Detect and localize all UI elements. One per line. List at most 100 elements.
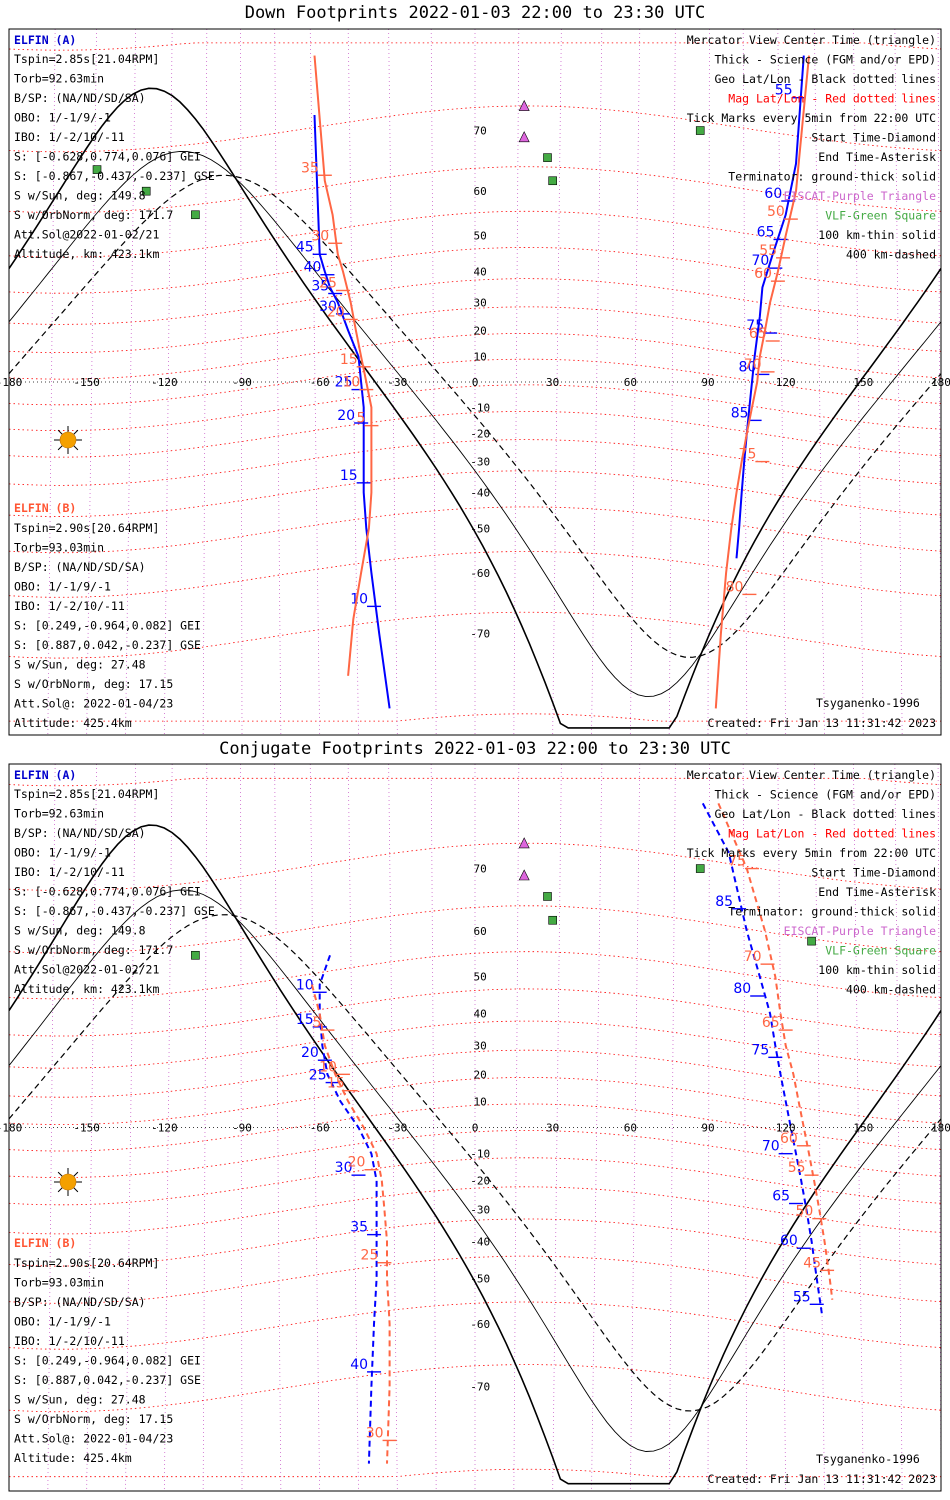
mag-lat-line xyxy=(9,1077,941,1125)
geo-lon-line xyxy=(552,29,562,735)
elfin-b-info-line: S w/Sun, deg: 27.48 xyxy=(14,1393,146,1407)
geo-lon-line xyxy=(86,29,97,735)
time-tick-label: 70 xyxy=(744,949,762,965)
lon-tick-label: -30 xyxy=(387,376,407,389)
time-tick-label: 10 xyxy=(342,375,360,391)
trajectory-elfin-b-east xyxy=(714,55,810,709)
trajectory-elfin-b-east xyxy=(717,803,834,1300)
mag-lat-line xyxy=(9,470,941,518)
geo-lon-line xyxy=(707,29,710,735)
time-tick-label: 20 xyxy=(301,1045,319,1061)
time-tick-label: 60 xyxy=(780,1131,798,1147)
created-timestamp: Created: Fri Jan 13 11:31:42 2023 xyxy=(708,1472,937,1486)
time-tick-label: 60 xyxy=(764,186,782,202)
terminator-400km xyxy=(9,914,941,1412)
lon-tick-label: 0 xyxy=(472,1122,479,1135)
geo-lon-line xyxy=(513,29,520,735)
sun-icon xyxy=(54,426,82,454)
time-tick-label: 20 xyxy=(348,1155,366,1171)
geo-lon-line xyxy=(388,29,398,735)
elfin-a-label: ELFIN (A) xyxy=(14,768,76,782)
time-tick-label: 25 xyxy=(361,1248,379,1264)
elfin-b-label: ELFIN (B) xyxy=(14,1236,76,1250)
mag-lat-line xyxy=(9,411,941,458)
lon-tick-label: 120 xyxy=(776,376,796,389)
time-tick-label: 10 xyxy=(296,977,314,993)
lon-tick-label: -60 xyxy=(310,1122,330,1135)
elfin-b-info-line: S: [0.249,-0.964,0.082] GEI xyxy=(14,1354,201,1368)
time-tick-label: 60 xyxy=(754,266,772,282)
geo-lon-line xyxy=(668,29,676,735)
time-tick-label: 55 xyxy=(775,83,793,99)
lat-tick-label: 50 xyxy=(474,971,487,984)
lat-tick-label: -30 xyxy=(470,456,490,469)
time-tick-label: 65 xyxy=(772,1189,790,1205)
map-panel-down: 45 40 35 30 25 20 15 10 55 60 65 70 75 80 85 35 30 25 20 15… xyxy=(0,28,950,736)
vlf-square xyxy=(695,864,705,873)
lat-tick-label: -40 xyxy=(470,487,490,500)
time-tick-label: 5 xyxy=(313,1015,322,1031)
lon-tick-label: -60 xyxy=(310,376,330,389)
terminator-ground xyxy=(9,824,941,1485)
legend-entry: Start Time-Diamond xyxy=(811,131,936,145)
time-tick-label: 35 xyxy=(301,160,319,176)
elfin-a-info-line: B/SP: (NA/ND/SD/SA) xyxy=(14,826,146,840)
time-tick-label: 15 xyxy=(340,468,358,484)
mag-lat-line xyxy=(9,105,941,153)
legend-entry: EISCAT-Purple Triangle xyxy=(784,189,936,203)
legend-entry: Tick Marks every 5min from 22:00 UTC xyxy=(687,846,936,860)
terminator-400km xyxy=(9,174,941,658)
geo-lon-line xyxy=(894,29,903,735)
vlf-square xyxy=(141,186,151,196)
time-tick-label: 20 xyxy=(337,408,355,424)
mag-lat-line xyxy=(9,1130,941,1178)
time-tick-label: 25 xyxy=(319,275,337,291)
lon-tick-label: 30 xyxy=(546,376,559,389)
lon-tick-label: 30 xyxy=(546,1122,559,1135)
time-tick-label: 70 xyxy=(744,357,762,373)
geo-lon-line xyxy=(777,29,787,735)
elfin-b-info-line: Tspin=2.90s[20.64RPM] xyxy=(14,1256,159,1270)
geo-lon-line xyxy=(513,764,520,1491)
legend-entry: VLF-Green Square xyxy=(825,209,936,223)
legend-entry: Mag Lat/Lon - Red dotted lines xyxy=(728,827,936,841)
lon-tick-label: -90 xyxy=(232,1122,252,1135)
legend-entry: EISCAT-Purple Triangle xyxy=(784,924,936,938)
map-border xyxy=(8,28,942,736)
lon-tick-label: -180 xyxy=(0,1122,22,1135)
mag-lat-line xyxy=(9,1157,941,1206)
time-tick-label: 85 xyxy=(715,894,733,910)
elfin-b-info-line: B/SP: (NA/ND/SD/SA) xyxy=(14,1295,146,1309)
legend-entry: Geo Lat/Lon - Black dotted lines xyxy=(714,807,936,821)
elfin-b-info-line: Torb=93.03min xyxy=(14,1276,104,1290)
time-tick-label: 75 xyxy=(728,854,746,870)
vlf-square xyxy=(92,165,102,174)
geo-lon-line xyxy=(240,29,243,735)
eiscat-triangle xyxy=(518,99,530,111)
elfin-a-info-line: Torb=92.63min xyxy=(14,72,104,86)
vlf-square xyxy=(695,126,705,135)
time-tick-label: 55 xyxy=(793,1289,811,1305)
geo-lon-line xyxy=(47,29,56,735)
elfin-b-info-line: Altitude: 425.4km xyxy=(14,716,132,730)
elfin-b-info-line: OBO: 1/-1/9/-1 xyxy=(14,1315,111,1329)
mag-lat-line xyxy=(9,551,941,598)
geo-lon-line xyxy=(125,29,137,735)
lat-tick-label: 30 xyxy=(474,296,487,309)
legend-entry: Start Time-Diamond xyxy=(811,866,936,880)
lon-tick-label: -120 xyxy=(151,376,178,389)
map-area: 45 40 35 30 25 20 15 10 55 60 65 70 75 80 85 35 30 25 20 15… xyxy=(9,29,941,735)
lon-tick-label: 60 xyxy=(624,1122,637,1135)
elfin-b-info-line: OBO: 1/-1/9/-1 xyxy=(14,580,111,594)
time-tick-label: 35 xyxy=(350,1220,368,1236)
lat-tick-label: 10 xyxy=(474,1095,487,1108)
lon-tick-label: -150 xyxy=(73,376,100,389)
legend-entry: 100 km-thin solid xyxy=(818,963,936,977)
mag-lat-line xyxy=(9,358,941,406)
lat-tick-label: 20 xyxy=(474,324,487,337)
mag-lat-line xyxy=(9,988,941,1037)
lat-tick-label: 30 xyxy=(474,1040,487,1053)
lat-tick-label: 60 xyxy=(474,925,487,938)
elfin-a-info-line: Altitude, km: 423.1km xyxy=(14,982,159,996)
time-tick-label: 30 xyxy=(366,1425,384,1441)
